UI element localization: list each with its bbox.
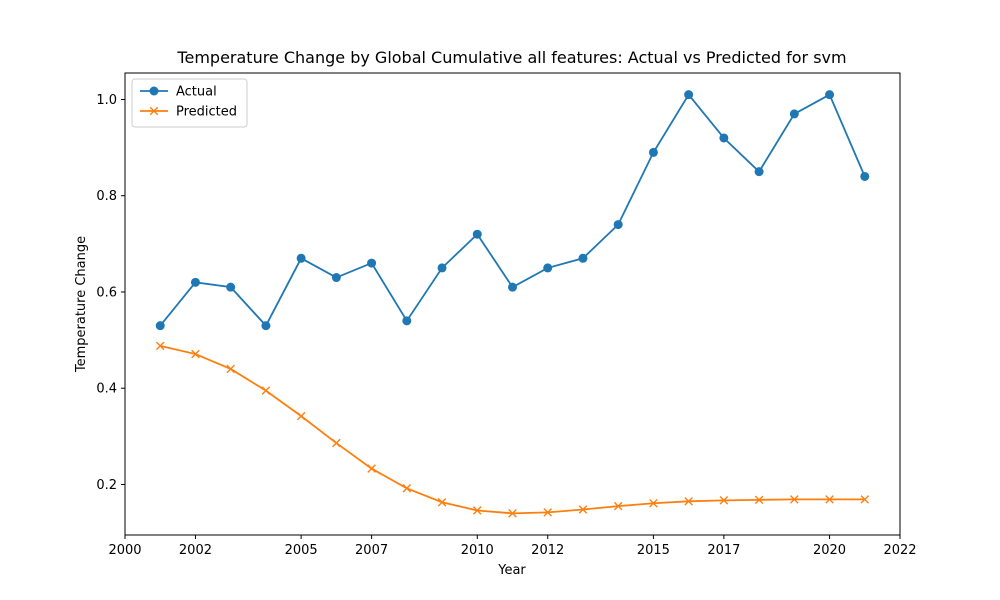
data-point-actual — [437, 263, 447, 273]
data-point-predicted — [825, 495, 834, 504]
data-point-predicted — [367, 464, 376, 473]
data-point-predicted — [508, 509, 517, 518]
data-point-actual — [261, 321, 271, 331]
data-point-actual — [719, 133, 729, 143]
y-tick-label: 0.6 — [96, 285, 117, 300]
x-tick-label: 2020 — [813, 543, 846, 558]
data-point-predicted — [649, 498, 658, 508]
legend-marker-predicted — [149, 106, 159, 116]
data-point-predicted — [613, 501, 623, 511]
x-tick-label: 2000 — [108, 543, 141, 558]
data-point-actual — [472, 229, 482, 239]
legend-label-predicted: Predicted — [176, 105, 237, 120]
data-point-actual — [648, 147, 658, 157]
data-point-predicted — [226, 364, 235, 374]
data-point-predicted — [860, 495, 870, 504]
x-axis-label: Year — [497, 563, 526, 578]
x-tick-label: 2010 — [461, 543, 494, 558]
data-point-predicted — [472, 506, 482, 515]
data-point-predicted — [790, 495, 799, 504]
data-point-predicted — [332, 438, 341, 448]
data-point-actual — [578, 253, 588, 263]
data-point-actual — [789, 109, 799, 119]
legend: Actual Predicted — [131, 78, 248, 128]
data-point-actual — [155, 321, 165, 331]
data-point-actual — [367, 258, 377, 268]
data-point-predicted — [578, 505, 588, 514]
data-point-predicted — [402, 484, 412, 493]
y-tick-label: 0.8 — [96, 189, 117, 204]
data-point-actual — [754, 167, 764, 177]
data-point-actual — [684, 90, 694, 100]
x-tick-label: 2017 — [707, 543, 740, 558]
data-point-predicted — [437, 497, 447, 507]
data-point-predicted — [191, 349, 200, 359]
data-point-actual — [402, 316, 412, 326]
data-point-actual — [508, 282, 517, 292]
data-point-actual — [190, 277, 200, 287]
data-point-predicted — [261, 386, 271, 395]
x-tick-label: 2007 — [355, 543, 388, 558]
data-point-predicted — [155, 341, 165, 351]
x-tick-label: 2015 — [637, 543, 670, 558]
x-tick-label: 2002 — [179, 543, 212, 558]
data-point-actual — [226, 282, 236, 292]
data-point-predicted — [296, 411, 306, 421]
data-point-actual — [331, 273, 341, 283]
legend-label-actual: Actual — [176, 85, 217, 100]
data-point-actual — [296, 253, 306, 263]
chart-title: Temperature Change by Global Cumulative … — [176, 48, 846, 67]
y-tick-label: 0.4 — [96, 382, 117, 397]
plot-area — [155, 90, 870, 518]
data-point-actual — [613, 220, 623, 230]
y-tick-label: 0.2 — [96, 478, 117, 493]
x-tick-label: 2012 — [531, 543, 564, 558]
data-point-predicted — [684, 497, 693, 506]
x-axis: 2000 2002 2005 2007 2010 2012 2015 2017 2020 2022 — [108, 535, 917, 558]
x-tick-label: 2022 — [883, 543, 916, 558]
x-tick-label: 2005 — [285, 543, 318, 558]
legend-marker-actual — [149, 86, 159, 96]
plot-frame — [124, 72, 901, 536]
data-point-actual — [825, 90, 835, 100]
data-point-predicted — [754, 495, 764, 505]
data-point-predicted — [543, 508, 553, 517]
y-axis-label: Temperature Change — [74, 236, 89, 373]
data-point-actual — [860, 171, 870, 181]
data-point-actual — [543, 263, 553, 273]
y-axis: 0.2 0.4 0.6 0.8 1.0 — [96, 93, 125, 493]
data-point-predicted — [719, 496, 729, 505]
y-tick-label: 1.0 — [96, 93, 117, 108]
